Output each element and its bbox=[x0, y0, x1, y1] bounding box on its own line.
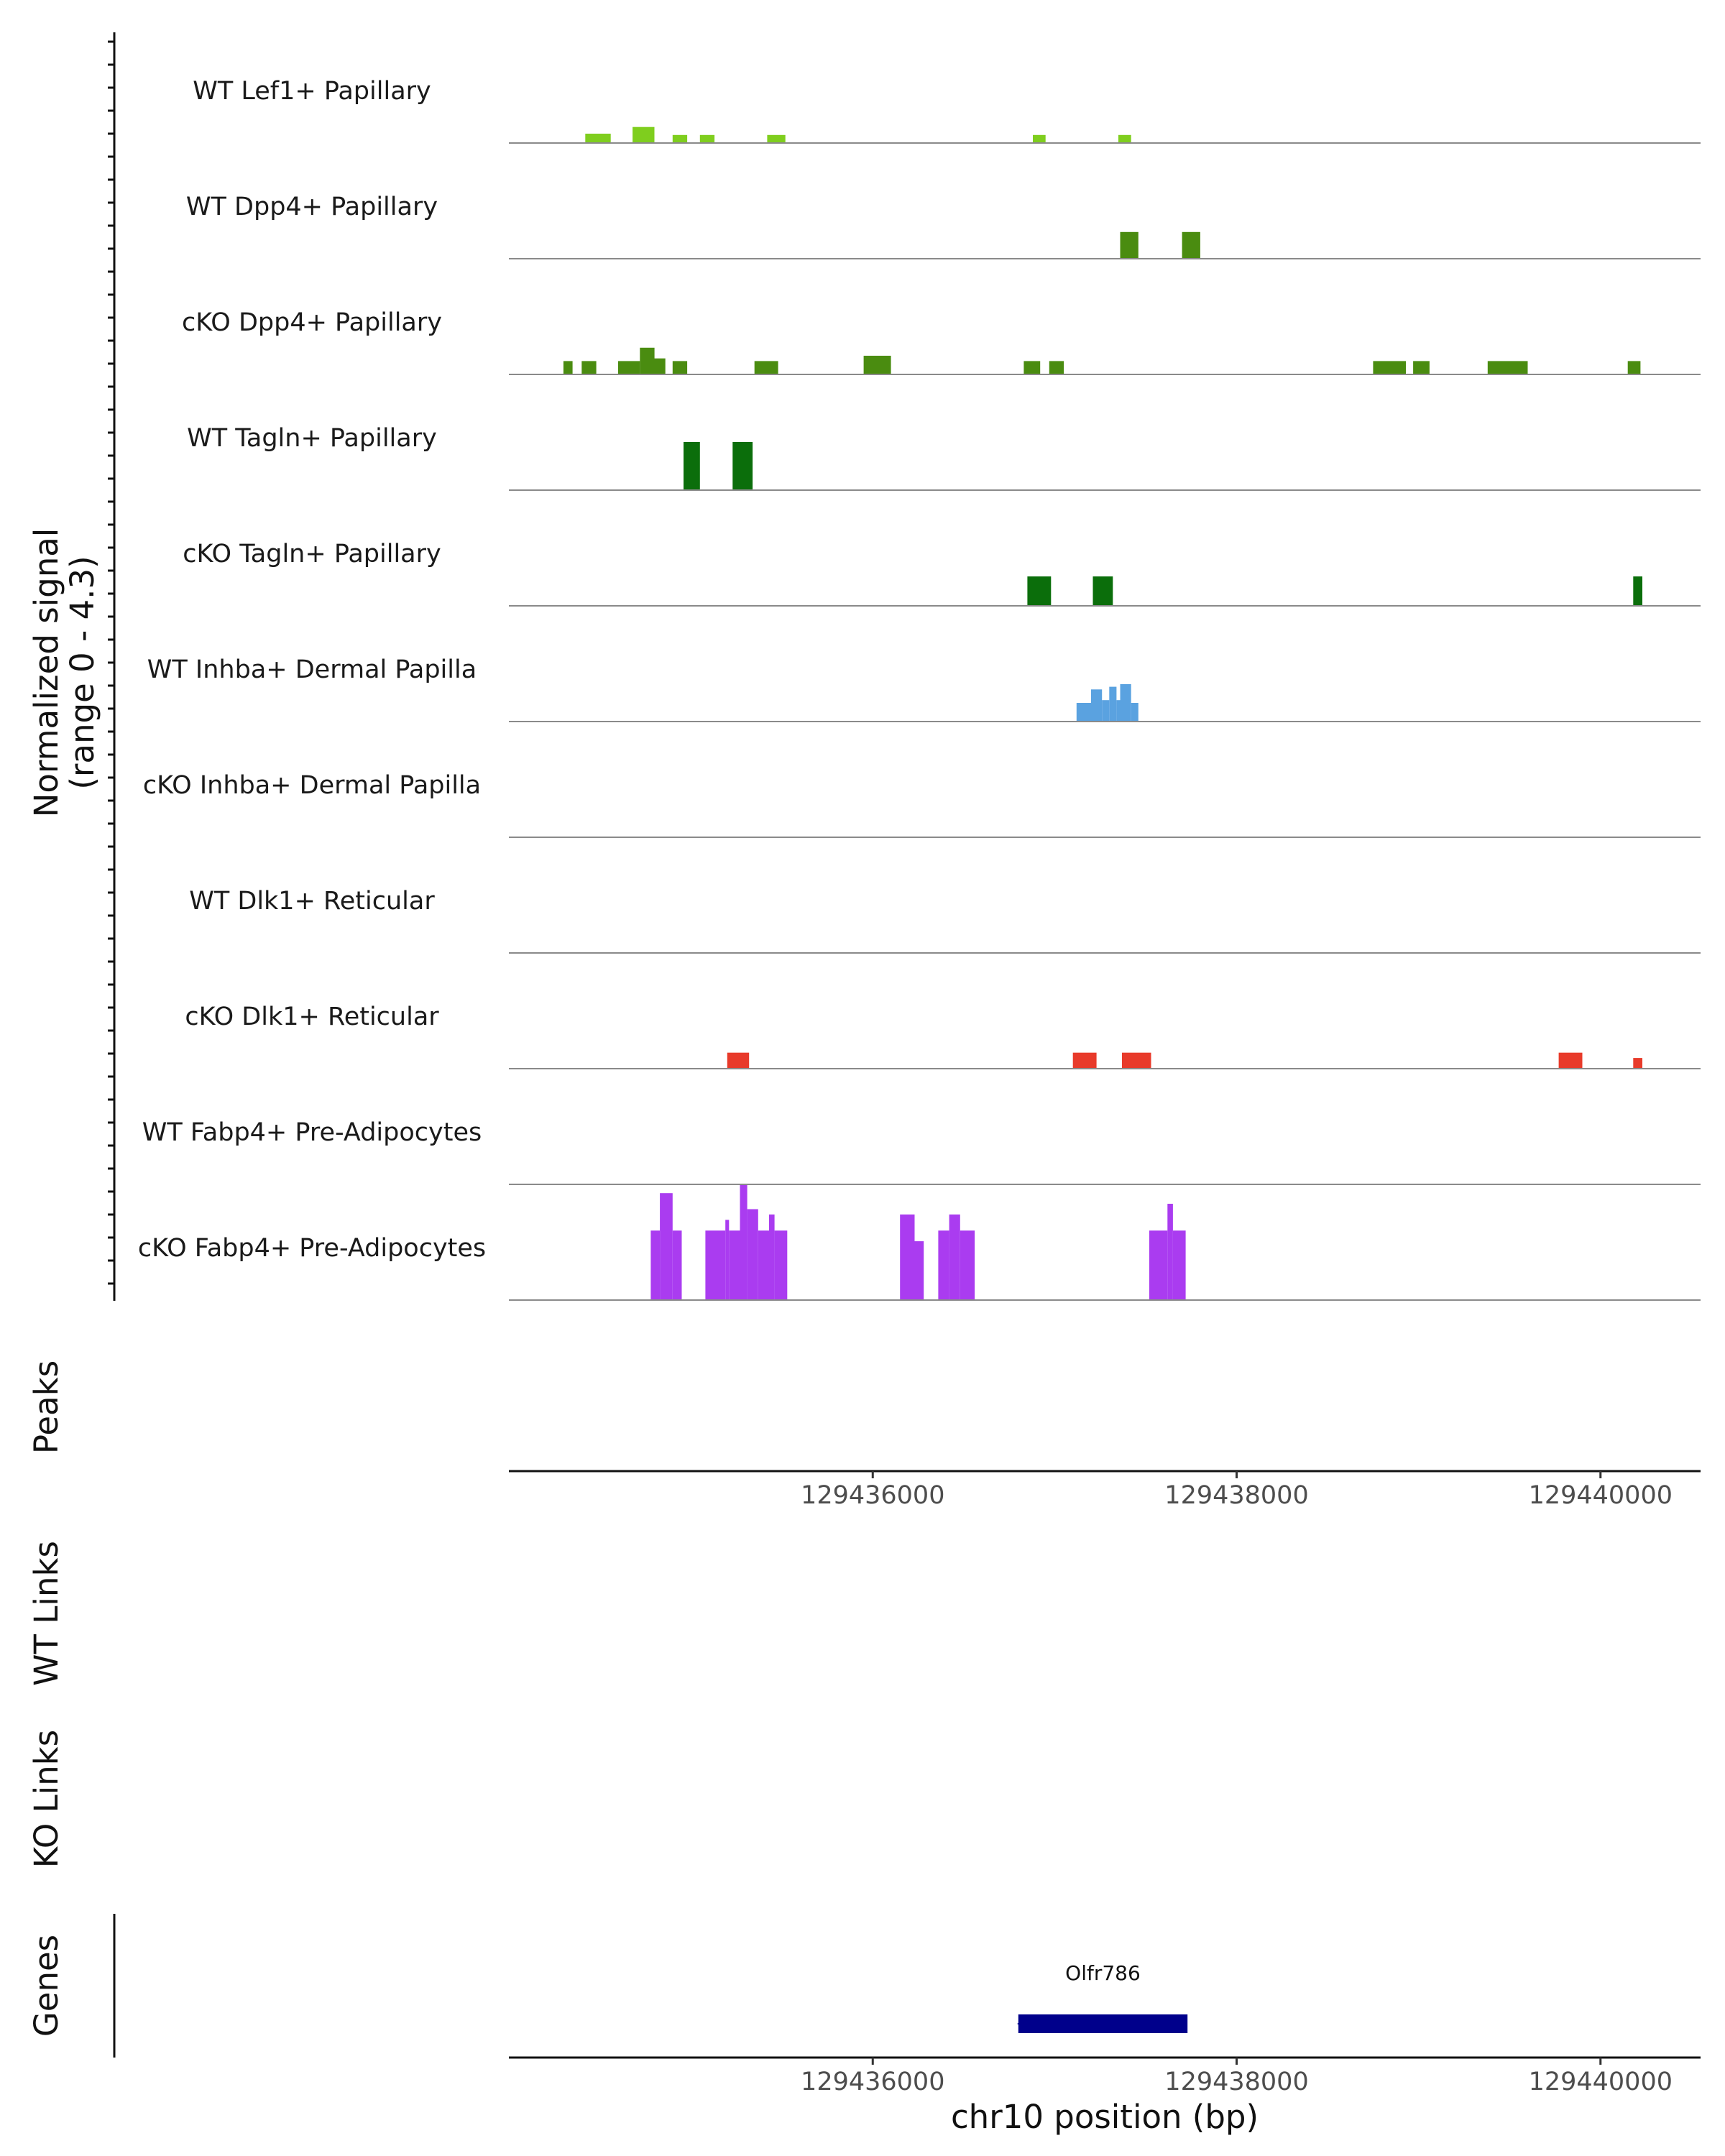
signal-bar bbox=[900, 1214, 915, 1300]
genes-x-ticks: 129436000 129438000 129440000 bbox=[801, 2058, 1673, 2096]
signal-bar bbox=[581, 361, 597, 374]
signal-bar bbox=[1413, 361, 1430, 374]
x-tick-label: 129438000 bbox=[1164, 2068, 1308, 2096]
signal-bar bbox=[1120, 231, 1138, 259]
track-label-cko-fabp4-pre-adipocytes: cKO Fabp4+ Pre-Adipocytes bbox=[138, 1234, 486, 1263]
signal-bar bbox=[960, 1230, 975, 1300]
signal-bar bbox=[769, 1214, 775, 1300]
signal-bar bbox=[654, 358, 666, 374]
signal-bar bbox=[754, 361, 778, 374]
signal-bar bbox=[740, 1185, 748, 1300]
signal-bar bbox=[705, 1230, 726, 1300]
signal-bar bbox=[767, 134, 786, 143]
signal-bar bbox=[727, 1052, 750, 1069]
signal-bar bbox=[1072, 1052, 1097, 1069]
signal-bar bbox=[774, 1230, 788, 1300]
signal-bar bbox=[650, 1230, 661, 1300]
signal-y-ticks bbox=[108, 40, 114, 1285]
gene-body bbox=[1018, 2014, 1188, 2033]
signal-bar bbox=[1182, 231, 1200, 259]
signal-bar bbox=[914, 1241, 924, 1300]
x-axis-title: chr10 position (bp) bbox=[951, 2098, 1259, 2136]
x-tick-label: 129440000 bbox=[1529, 2068, 1673, 2096]
signal-bar bbox=[725, 1220, 730, 1300]
track-label-wt-inhba-dermal-papilla: WT Inhba+ Dermal Papilla bbox=[147, 655, 477, 684]
signal-bar bbox=[1109, 686, 1117, 722]
signal-bar bbox=[1120, 683, 1131, 722]
signal-bar bbox=[1116, 700, 1121, 722]
track-label-wt-fabp4-pre-adipocytes: WT Fabp4+ Pre-Adipocytes bbox=[142, 1118, 482, 1147]
signal-bar bbox=[1131, 703, 1138, 722]
signal-bar bbox=[585, 134, 611, 143]
signal-bar bbox=[640, 347, 655, 374]
signal-bar bbox=[684, 442, 700, 490]
signal-bar bbox=[1033, 134, 1046, 143]
signal-bar bbox=[1487, 361, 1528, 374]
track-label-cko-tagln-papillary: cKO Tagln+ Papillary bbox=[183, 540, 441, 568]
gene-models: Olfr786 bbox=[1017, 1961, 1188, 2033]
signal-bar bbox=[758, 1230, 769, 1300]
ko-links-panel-title: KO Links bbox=[27, 1730, 65, 1868]
signal-bar bbox=[660, 1193, 673, 1300]
x-tick-label: 129436000 bbox=[801, 1481, 944, 1510]
signal-bar bbox=[1627, 361, 1641, 374]
signal-bar bbox=[672, 134, 688, 143]
track-label-cko-inhba-dermal-papilla: cKO Inhba+ Dermal Papilla bbox=[143, 771, 481, 800]
signal-bar bbox=[672, 361, 688, 374]
signal-bar bbox=[1049, 361, 1064, 374]
coverage-tracks: WT Lef1+ Papillary WT Dpp4+ Papillary cKO … bbox=[138, 77, 1701, 1301]
peaks-x-ticks: 129436000 129438000 129440000 bbox=[801, 1471, 1673, 1510]
signal-bar bbox=[1172, 1230, 1186, 1300]
track-label-wt-dpp4-papillary: WT Dpp4+ Papillary bbox=[186, 193, 438, 221]
x-tick-label: 129438000 bbox=[1164, 1481, 1308, 1510]
signal-bar bbox=[672, 1230, 682, 1300]
signal-bar bbox=[563, 361, 573, 374]
x-tick-label: 129436000 bbox=[801, 2068, 944, 2096]
gene-label: Olfr786 bbox=[1065, 1961, 1141, 1985]
genes-panel-title: Genes bbox=[27, 1935, 65, 2037]
track-label-cko-dpp4-papillary: cKO Dpp4+ Papillary bbox=[182, 308, 442, 337]
signal-bar bbox=[747, 1209, 758, 1300]
signal-bar bbox=[1091, 689, 1103, 722]
signal-bar bbox=[1149, 1230, 1168, 1300]
signal-bar bbox=[632, 126, 655, 143]
signal-bar bbox=[1122, 1052, 1151, 1069]
signal-bar bbox=[1102, 700, 1110, 722]
signal-bar bbox=[732, 442, 753, 490]
signal-y-axis-range: (range 0 - 4.3) bbox=[63, 556, 101, 789]
signal-bar bbox=[1027, 576, 1052, 606]
signal-bar bbox=[1558, 1052, 1583, 1069]
signal-bar bbox=[1118, 134, 1131, 143]
gene-strand-arrow bbox=[1017, 2017, 1029, 2031]
x-tick-label: 129440000 bbox=[1529, 1481, 1673, 1510]
track-label-wt-dlk1-reticular: WT Dlk1+ Reticular bbox=[189, 887, 435, 916]
peaks-panel-title: Peaks bbox=[27, 1360, 65, 1454]
signal-bar bbox=[1373, 361, 1406, 374]
wt-links-panel-title: WT Links bbox=[27, 1541, 65, 1686]
track-label-cko-dlk1-reticular: cKO Dlk1+ Reticular bbox=[185, 1003, 439, 1031]
signal-bar bbox=[863, 356, 891, 374]
signal-bar bbox=[729, 1230, 740, 1300]
signal-bar bbox=[1633, 576, 1642, 606]
signal-bar bbox=[1092, 576, 1113, 606]
signal-bar bbox=[938, 1230, 949, 1300]
signal-bar bbox=[1076, 703, 1092, 722]
signal-bar bbox=[949, 1214, 960, 1300]
signal-bar bbox=[1633, 1058, 1642, 1069]
signal-bar bbox=[1167, 1204, 1173, 1300]
signal-y-axis-title: Normalized signal bbox=[27, 528, 65, 818]
track-label-wt-lef1-papillary: WT Lef1+ Papillary bbox=[193, 77, 431, 106]
signal-bar bbox=[699, 134, 715, 143]
signal-bar bbox=[617, 361, 640, 374]
track-label-wt-tagln-papillary: WT Tagln+ Papillary bbox=[187, 424, 437, 453]
signal-bar bbox=[1024, 361, 1041, 374]
